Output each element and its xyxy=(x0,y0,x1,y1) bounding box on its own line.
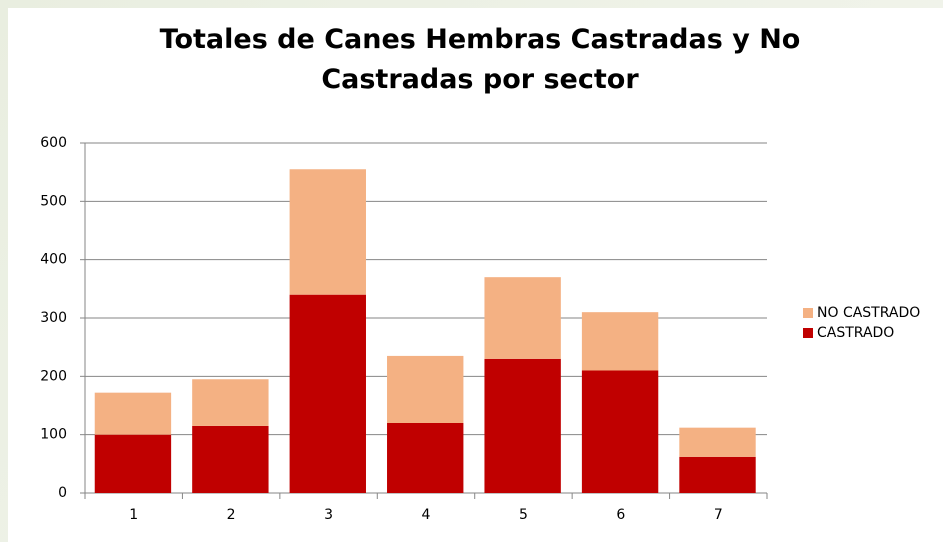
x-tick-label: 3 xyxy=(324,507,333,523)
x-tick-label: 4 xyxy=(422,507,431,523)
bar-segment xyxy=(387,355,464,423)
y-tick-label: 500 xyxy=(40,193,67,209)
bar-segment xyxy=(581,370,659,493)
y-tick-label: 100 xyxy=(40,427,67,443)
y-tick-label: 0 xyxy=(58,485,67,501)
bar-segment xyxy=(679,456,756,493)
legend-label: NO CASTRADO xyxy=(817,305,920,321)
x-tick-label: 6 xyxy=(616,507,625,523)
legend-swatch xyxy=(803,328,813,338)
y-tick-label: 300 xyxy=(40,310,67,326)
bar-segment xyxy=(289,169,366,295)
y-tick-label: 400 xyxy=(40,252,67,268)
bar-segment xyxy=(484,358,561,493)
x-tick-label: 2 xyxy=(227,507,236,523)
y-tick-label: 200 xyxy=(40,368,67,384)
bar-segment xyxy=(192,425,269,493)
chart-title: Totales de Canes Hembras Castradas y No … xyxy=(159,24,801,95)
x-tick-label: 5 xyxy=(519,507,528,523)
bar-segment xyxy=(94,392,172,435)
bar-segment xyxy=(289,294,366,493)
legend-swatch xyxy=(803,308,813,318)
bar-segment xyxy=(192,379,269,426)
y-tick-label: 600 xyxy=(40,135,67,151)
bar-segment xyxy=(387,423,464,493)
bar-segment xyxy=(679,427,756,457)
x-tick-label: 1 xyxy=(129,507,138,523)
bar-segment xyxy=(581,312,659,371)
bar-segment xyxy=(484,277,561,359)
bar-segment xyxy=(94,434,172,493)
legend-label: CASTRADO xyxy=(817,325,894,341)
x-tick-label: 7 xyxy=(714,507,723,523)
